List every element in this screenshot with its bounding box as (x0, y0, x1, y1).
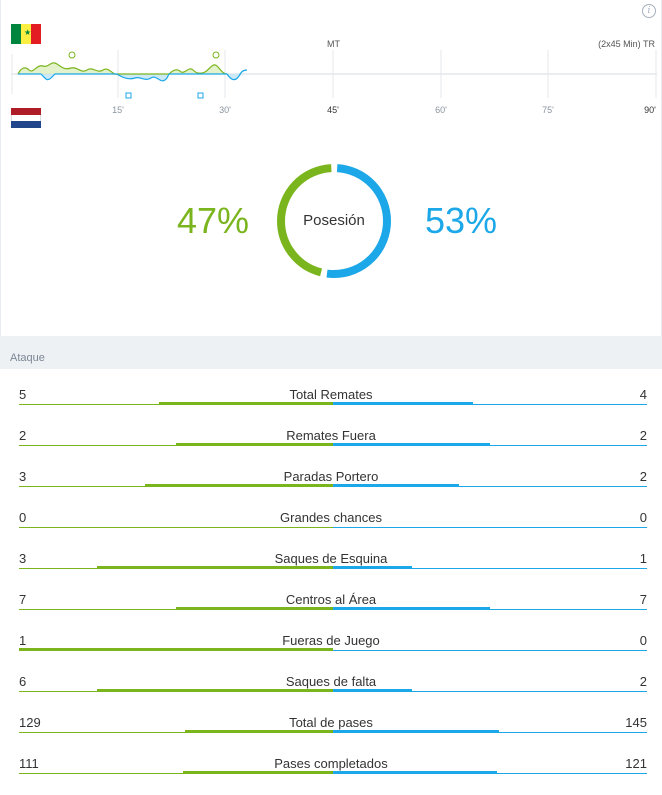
stat-bar-away (333, 484, 459, 487)
stat-home-value: 1 (19, 633, 27, 648)
stat-row: 0 Grandes chances 0 (0, 492, 662, 533)
tick-label: 30' (219, 105, 231, 115)
stat-name: Total de pases (289, 715, 373, 730)
stat-bar (19, 443, 647, 446)
home-event-marker (68, 51, 76, 59)
away-possession-value: 53% (425, 200, 498, 241)
stat-name: Pases completados (274, 756, 388, 771)
stat-row: 3 Saques de Esquina 1 (0, 533, 662, 574)
stat-row: 6 Saques de falta 2 (0, 656, 662, 697)
stat-home-value: 0 (19, 510, 27, 525)
section-header-attack: Ataque (0, 336, 662, 369)
away-momentum-area (117, 74, 169, 81)
stat-bar (19, 402, 647, 405)
tick-label: 90' (644, 105, 656, 115)
stat-home-value: 129 (19, 715, 41, 730)
away-possession-arc (277, 164, 391, 278)
stat-bar-home (159, 402, 333, 405)
stat-bar-home (176, 607, 333, 610)
away-event-marker (125, 92, 132, 99)
stat-bar (19, 566, 647, 569)
stat-home-value: 6 (19, 674, 27, 689)
stat-bar (19, 527, 647, 528)
full-time-label: (2x45 Min) TR (598, 39, 655, 49)
stat-bar-away (333, 443, 490, 446)
stat-row: 1 Fueras de Juego 0 (0, 615, 662, 656)
section-title: Ataque (10, 352, 45, 364)
tick-label: 75' (542, 105, 554, 115)
stat-away-value: 145 (625, 715, 647, 730)
stat-name: Grandes chances (280, 510, 382, 525)
stat-bar-away (333, 607, 490, 610)
home-momentum-area (18, 62, 117, 75)
stat-bar (19, 484, 647, 487)
stat-home-value: 111 (19, 756, 39, 771)
stat-away-value: 121 (625, 756, 647, 771)
stat-name: Remates Fuera (286, 428, 376, 443)
stat-row: 129 Total de pases 145 (0, 697, 662, 738)
stat-bar-home (97, 689, 333, 692)
stat-home-value: 3 (19, 551, 27, 566)
away-event-marker (197, 92, 204, 99)
stat-bar-away (333, 771, 497, 774)
stat-home-value: 5 (19, 387, 27, 402)
stat-name: Saques de falta (285, 674, 377, 689)
stat-away-value: 0 (639, 510, 647, 525)
stat-away-value: 4 (639, 387, 647, 402)
stat-bar-away (333, 730, 499, 733)
home-event-marker (212, 51, 220, 59)
stat-row: 3 Paradas Portero 2 (0, 451, 662, 492)
stat-bar-away (333, 689, 412, 692)
stat-bar (19, 730, 647, 733)
stat-away-value: 2 (639, 469, 647, 484)
stat-bar-home (183, 771, 333, 774)
stat-home-value: 3 (19, 469, 27, 484)
stat-bar-home (145, 484, 333, 487)
away-momentum-area-3 (41, 74, 55, 80)
home-possession-arc (277, 164, 391, 278)
tick-label: 45' (327, 105, 339, 115)
stat-bar-home (185, 730, 333, 733)
momentum-chart: 15' 30' 45' 60' 75' 90' (11, 50, 657, 115)
stat-away-value: 0 (639, 633, 647, 648)
stat-name: Total Remates (289, 387, 373, 402)
away-momentum-line (17, 69, 248, 82)
stat-bar (19, 648, 647, 651)
stat-away-value: 7 (639, 592, 647, 607)
stat-row: 5 Total Remates 4 (0, 369, 662, 410)
stat-away-value: 1 (639, 551, 647, 566)
stat-bar (19, 689, 647, 692)
stat-name: Paradas Portero (283, 469, 379, 484)
stat-bar-away (333, 566, 412, 569)
possession-donut (277, 164, 391, 278)
stat-bar-away (333, 402, 473, 405)
stat-bar-home (176, 443, 333, 446)
home-momentum-area-2 (169, 64, 227, 74)
stat-row: 2 Remates Fuera 2 (0, 410, 662, 451)
stat-home-value: 2 (19, 428, 27, 443)
possession-label: Posesión (303, 212, 365, 229)
stat-bar-home (19, 648, 333, 651)
stat-away-value: 2 (639, 674, 647, 689)
netherlands-flag-icon (11, 108, 41, 129)
half-time-label: MT (327, 39, 340, 49)
home-possession-value: 47% (177, 200, 250, 241)
stat-bar (19, 607, 647, 610)
senegal-flag-icon: ★ (11, 24, 41, 44)
stat-home-value: 7 (19, 592, 27, 607)
tick-label: 60' (435, 105, 447, 115)
stat-name: Centros al Área (285, 592, 377, 607)
stat-row: 111 Pases completados 121 (0, 738, 662, 779)
match-momentum-panel: i ★ MT (2x45 Min) TR (0, 0, 662, 336)
stat-name: Saques de Esquina (274, 551, 388, 566)
stats-list: 5 Total Remates 4 2 Remates Fuera 2 3 Paradas P… (0, 369, 662, 779)
stat-bar-home (97, 566, 333, 569)
stat-name: Fueras de Juego (282, 633, 380, 648)
home-momentum-line (17, 62, 228, 75)
tick-label: 15' (112, 105, 124, 115)
stat-bar (19, 771, 647, 774)
stat-row: 7 Centros al Área 7 (0, 574, 662, 615)
stat-away-value: 2 (639, 428, 647, 443)
info-icon[interactable]: i (642, 4, 656, 18)
